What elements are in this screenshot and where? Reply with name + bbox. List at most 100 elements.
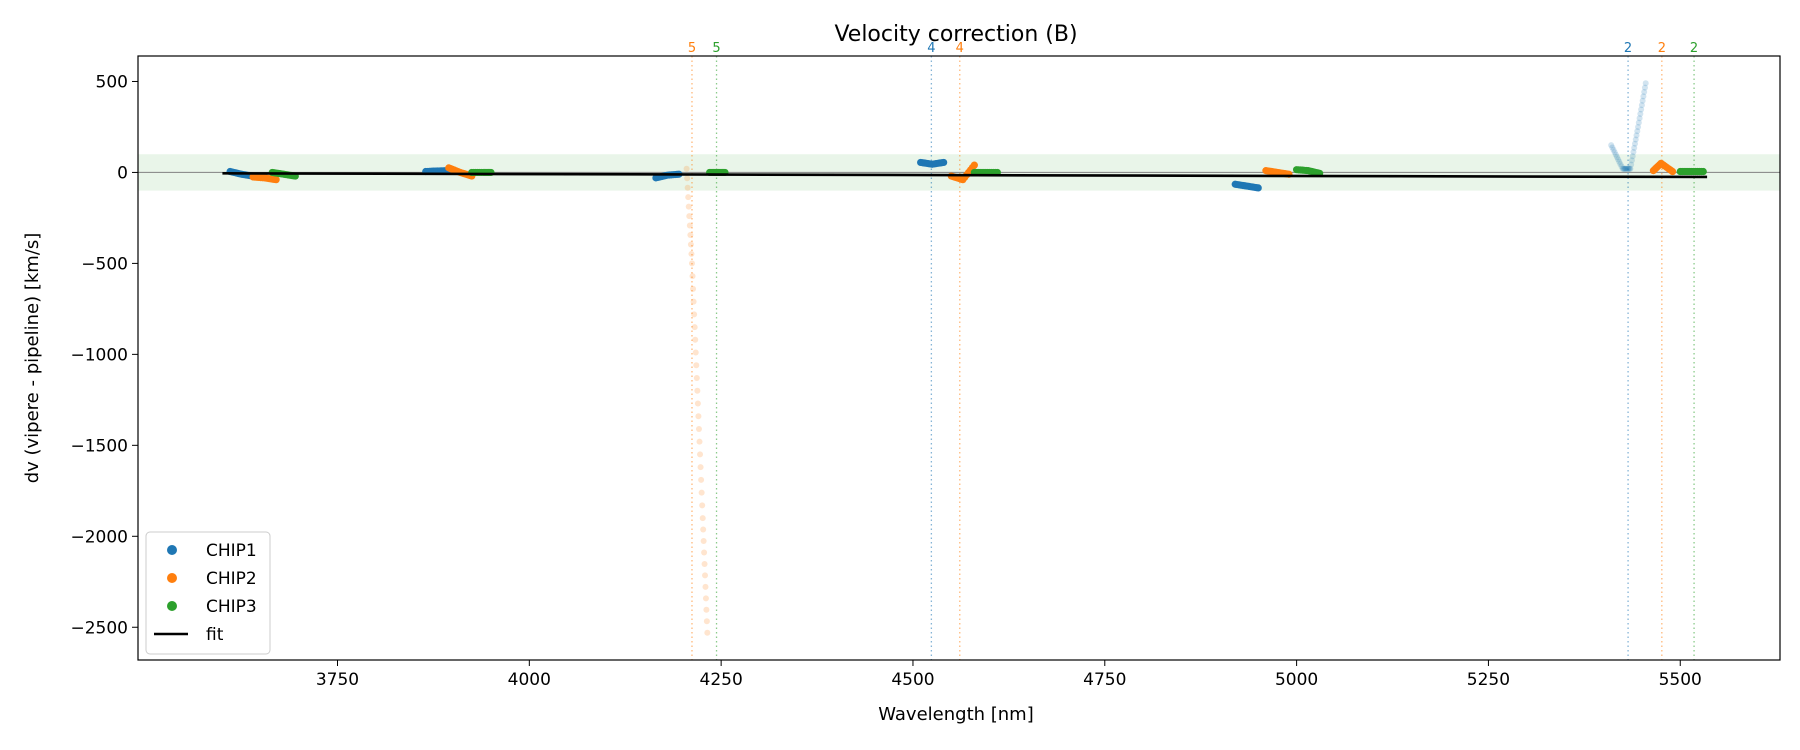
x-tick-label: 5250 — [1467, 670, 1510, 690]
data-point-chip2 — [703, 618, 710, 625]
data-point-chip1 — [1627, 165, 1634, 172]
data-point-chip1 — [1622, 165, 1629, 172]
y-tick-label: −500 — [81, 254, 128, 274]
data-point-chip1 — [1620, 165, 1627, 172]
y-tick-label: −1500 — [70, 436, 128, 456]
data-point-chip1 — [1640, 93, 1647, 100]
data-point-chip2 — [695, 425, 702, 432]
marker-label: 2 — [1690, 41, 1698, 56]
data-point-chip1 — [1625, 165, 1632, 172]
data-point-chip1 — [1626, 165, 1633, 172]
data-point-chip1 — [1630, 149, 1637, 156]
axes-frame — [137, 55, 1781, 661]
data-point-chip2 — [697, 464, 704, 471]
data-point-chip1 — [1632, 136, 1639, 143]
y-tick-label: −1000 — [70, 345, 128, 365]
data-point-chip2 — [698, 489, 705, 496]
data-point-chip1 — [1254, 184, 1262, 192]
data-point-chip2 — [685, 203, 692, 210]
data-point-chip1 — [1635, 119, 1642, 126]
x-tick-label: 5500 — [1659, 670, 1702, 690]
data-point-chip1 — [1641, 84, 1648, 91]
legend-swatch-chip3 — [167, 601, 177, 611]
data-point-chip2 — [690, 298, 697, 305]
legend-swatch-chip2 — [167, 573, 177, 583]
axis-ticks: 3750 4000 4250 4500 4750 5000 5250 55005000−500… — [70, 72, 1701, 690]
data-point-chip1 — [1634, 128, 1641, 135]
data-point-chip1 — [1610, 146, 1617, 153]
data-point-chip2 — [683, 165, 690, 172]
data-point-chip2 — [701, 549, 708, 556]
data-point-chip1 — [1618, 163, 1625, 170]
data-point-chip1 — [1638, 102, 1645, 109]
legend-label: fit — [206, 625, 224, 645]
data-point-chip1 — [1631, 144, 1638, 151]
marker-label: 2 — [1624, 41, 1632, 56]
data-point-chip2 — [699, 515, 706, 522]
legend-label: CHIP3 — [206, 597, 257, 617]
x-tick-label: 4250 — [700, 670, 743, 690]
data-point-chip2 — [686, 222, 693, 229]
data-point-chip1 — [1642, 80, 1649, 87]
data-point-chip2 — [687, 241, 694, 248]
data-point-chip2 — [698, 476, 705, 483]
data-point-chip2 — [700, 538, 707, 545]
legend-swatch-chip1 — [167, 545, 177, 555]
data-point-chip1 — [1611, 149, 1618, 156]
marker-label: 5 — [688, 41, 696, 56]
data-point-chip2 — [696, 438, 703, 445]
legend-label: CHIP2 — [206, 569, 257, 589]
data-point-chip1 — [1616, 158, 1623, 165]
marker-label: 4 — [956, 41, 964, 56]
data-point-chip1 — [1635, 123, 1642, 130]
plot-area: 5 5 4 4 2 2 2 — [138, 41, 1780, 660]
data-point-chip1 — [1619, 165, 1626, 172]
x-axis-label: Wavelength [nm] — [878, 704, 1034, 725]
chart-title: Velocity correction (B) — [834, 22, 1077, 47]
y-tick-label: −2500 — [70, 618, 128, 638]
data-point-chip2 — [693, 375, 700, 382]
marker-label: 5 — [712, 41, 720, 56]
data-point-chip2 — [691, 324, 698, 331]
data-point-chip1 — [1624, 165, 1631, 172]
data-point-chip2 — [697, 451, 704, 458]
data-point-chip2 — [684, 184, 691, 191]
data-point-chip1 — [1621, 165, 1628, 172]
data-point-chip1 — [1629, 153, 1636, 160]
legend: CHIP1 CHIP2 CHIP3 fit — [145, 531, 271, 655]
data-point-chip2 — [970, 161, 978, 169]
data-point-chip1 — [1608, 142, 1615, 149]
data-point-chip1 — [1641, 89, 1648, 96]
data-point-chip2 — [700, 526, 707, 533]
data-point-chip1 — [1617, 161, 1624, 168]
x-tick-label: 3750 — [316, 670, 359, 690]
data-point-chip2 — [691, 311, 698, 318]
data-point-chip2 — [692, 336, 699, 343]
data-point-chip2 — [695, 413, 702, 420]
data-point-chip3 — [1699, 167, 1707, 176]
data-point-chip1 — [1628, 157, 1635, 164]
data-point-chip1 — [1625, 165, 1632, 172]
data-point-chip2 — [684, 175, 691, 182]
data-point-chip1 — [1633, 132, 1640, 139]
data-point-chip1 — [1623, 165, 1630, 172]
x-tick-label: 4000 — [508, 670, 551, 690]
axes-background — [138, 56, 1780, 660]
marker-label: 2 — [1658, 41, 1666, 56]
data-point-chip1 — [1615, 156, 1622, 163]
data-point-chip2 — [702, 583, 709, 590]
data-point-chip1 — [940, 158, 948, 167]
data-point-chip1 — [1612, 151, 1619, 158]
fit-line — [222, 172, 1708, 179]
data-point-chip1 — [1628, 161, 1635, 168]
data-point-chip2 — [690, 285, 697, 292]
data-point-chip2 — [692, 349, 699, 356]
data-point-chip2 — [686, 213, 693, 220]
data-point-chip2 — [702, 595, 709, 602]
data-point-chip2 — [693, 362, 700, 369]
data-point-chip2 — [1668, 167, 1677, 176]
data-point-chip1 — [1613, 153, 1620, 160]
data-point-chip2 — [685, 194, 692, 201]
data-point-chip1 — [1631, 140, 1638, 147]
